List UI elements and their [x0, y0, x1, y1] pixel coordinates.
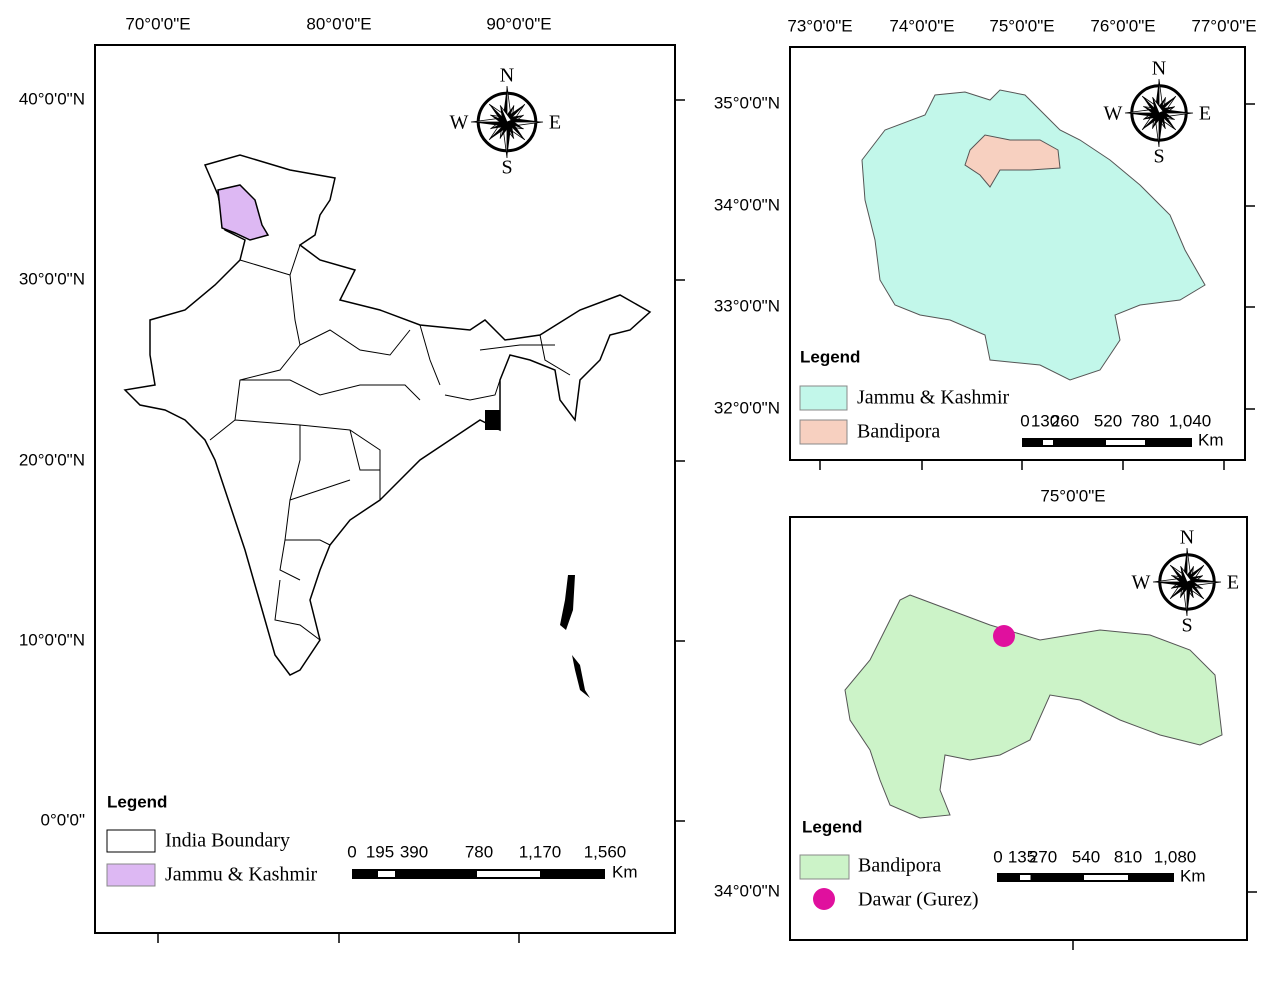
y-coordinate-label: 20°0'0"N — [19, 450, 85, 469]
compass-point — [1187, 577, 1221, 582]
compass-s: S — [1181, 615, 1192, 637]
scale-bar-segment — [378, 871, 395, 877]
compass-point — [507, 117, 543, 122]
scale-label: 0 — [347, 842, 356, 861]
legend-symbol — [813, 888, 835, 910]
y-coordinate-label: 10°0'0"N — [19, 630, 85, 649]
scale-label: 1,040 — [1169, 411, 1212, 430]
scale-label: 0 — [993, 847, 1002, 866]
legend-item: Dawar (Gurez) — [858, 889, 978, 911]
scale-label: 270 — [1029, 847, 1057, 866]
frame — [789, 46, 1246, 461]
legend-item: Jammu & Kashmir — [165, 864, 318, 886]
scale-label: 540 — [1072, 847, 1100, 866]
scale-label: 195 — [366, 842, 394, 861]
compass-point — [1159, 108, 1193, 113]
compass-point — [1187, 582, 1192, 616]
x-coordinate-label: 77°0'0"E — [1191, 16, 1256, 35]
compass-w: W — [1104, 103, 1123, 125]
y-coordinate-label: 32°0'0"N — [714, 398, 780, 417]
x-coordinate-label: 75°0'0"E — [1040, 486, 1105, 505]
legend-title: Legend — [802, 817, 862, 836]
x-coordinate-label: 74°0'0"E — [889, 16, 954, 35]
compass-point — [507, 122, 512, 158]
legend-swatch — [106, 829, 156, 853]
compass-point — [1152, 97, 1164, 114]
compass-point — [1153, 582, 1187, 587]
legend-item: Bandipora — [858, 855, 941, 877]
jammu-kashmir-region — [861, 89, 1206, 381]
legend-item: India Boundary — [165, 830, 290, 852]
y-coordinate-label: 33°0'0"N — [714, 296, 780, 315]
legend-item: Jammu & Kashmir — [857, 387, 1010, 409]
legend-title: Legend — [107, 792, 167, 811]
legend-item: Bandipora — [857, 421, 940, 443]
frame — [94, 44, 676, 934]
scale-label: 1,080 — [1154, 847, 1197, 866]
compass-w: W — [450, 112, 469, 134]
islands — [485, 410, 590, 698]
scale-unit: Km — [1180, 866, 1206, 885]
scale-label: 0 — [1020, 411, 1029, 430]
compass-e: E — [1227, 572, 1239, 594]
compass-point — [1180, 566, 1192, 583]
scale-label: 810 — [1114, 847, 1142, 866]
compass-s: S — [501, 157, 512, 179]
y-coordinate-label: 35°0'0"N — [714, 93, 780, 112]
scale-label: 1,560 — [584, 842, 627, 861]
y-coordinate-label: 30°0'0"N — [19, 269, 85, 288]
scale-label: 780 — [465, 842, 493, 861]
scale-unit: Km — [1198, 430, 1224, 449]
compass-point — [1159, 113, 1164, 147]
jammu-kashmir — [217, 184, 270, 241]
x-coordinate-label: 75°0'0"E — [989, 16, 1054, 35]
india-outline — [123, 154, 652, 676]
y-coordinate-label: 34°0'0"N — [714, 195, 780, 214]
scale-label: 390 — [400, 842, 428, 861]
bandipora-district — [844, 594, 1223, 819]
scale-unit: Km — [612, 862, 638, 881]
scale-label: 520 — [1094, 411, 1122, 430]
compass-s: S — [1153, 146, 1164, 168]
compass-point — [471, 122, 507, 127]
scale-label: 780 — [1131, 411, 1159, 430]
x-coordinate-label: 90°0'0"E — [486, 14, 551, 33]
y-coordinate-label: 40°0'0"N — [19, 89, 85, 108]
scale-bar-segment — [479, 871, 540, 877]
compass-e: E — [1199, 103, 1211, 125]
compass-n: N — [500, 65, 514, 87]
legend-title: Legend — [800, 347, 860, 366]
compass-point — [499, 105, 512, 123]
legend-swatch — [799, 385, 848, 411]
dawar-marker — [993, 625, 1015, 647]
x-coordinate-label: 73°0'0"E — [787, 16, 852, 35]
compass-w: W — [1132, 572, 1151, 594]
legend-swatch — [799, 419, 848, 445]
state-boundaries — [209, 244, 571, 641]
scale-bar-segment — [1086, 875, 1128, 880]
x-coordinate-label: 80°0'0"E — [306, 14, 371, 33]
scale-label: 260 — [1051, 411, 1079, 430]
scale-label: 130 — [1031, 411, 1059, 430]
compass-n: N — [1180, 527, 1194, 549]
x-coordinate-label: 76°0'0"E — [1090, 16, 1155, 35]
scale-label: 135 — [1008, 847, 1036, 866]
compass-e: E — [549, 112, 561, 134]
y-coordinate-label: 34°0'0"N — [714, 881, 780, 900]
legend-swatch — [106, 863, 156, 887]
y-coordinate-label: 0°0'0" — [41, 810, 85, 829]
frame — [789, 516, 1248, 941]
x-coordinate-label: 70°0'0"E — [125, 14, 190, 33]
scale-label: 1,170 — [519, 842, 562, 861]
scale-bar-segment — [1020, 875, 1031, 880]
compass-point — [1125, 113, 1159, 118]
legend-swatch — [799, 854, 850, 880]
bandipora-region — [964, 134, 1061, 188]
scale-bar-segment — [1043, 440, 1053, 445]
compass-n: N — [1152, 58, 1166, 80]
scale-bar-segment — [1108, 440, 1145, 445]
